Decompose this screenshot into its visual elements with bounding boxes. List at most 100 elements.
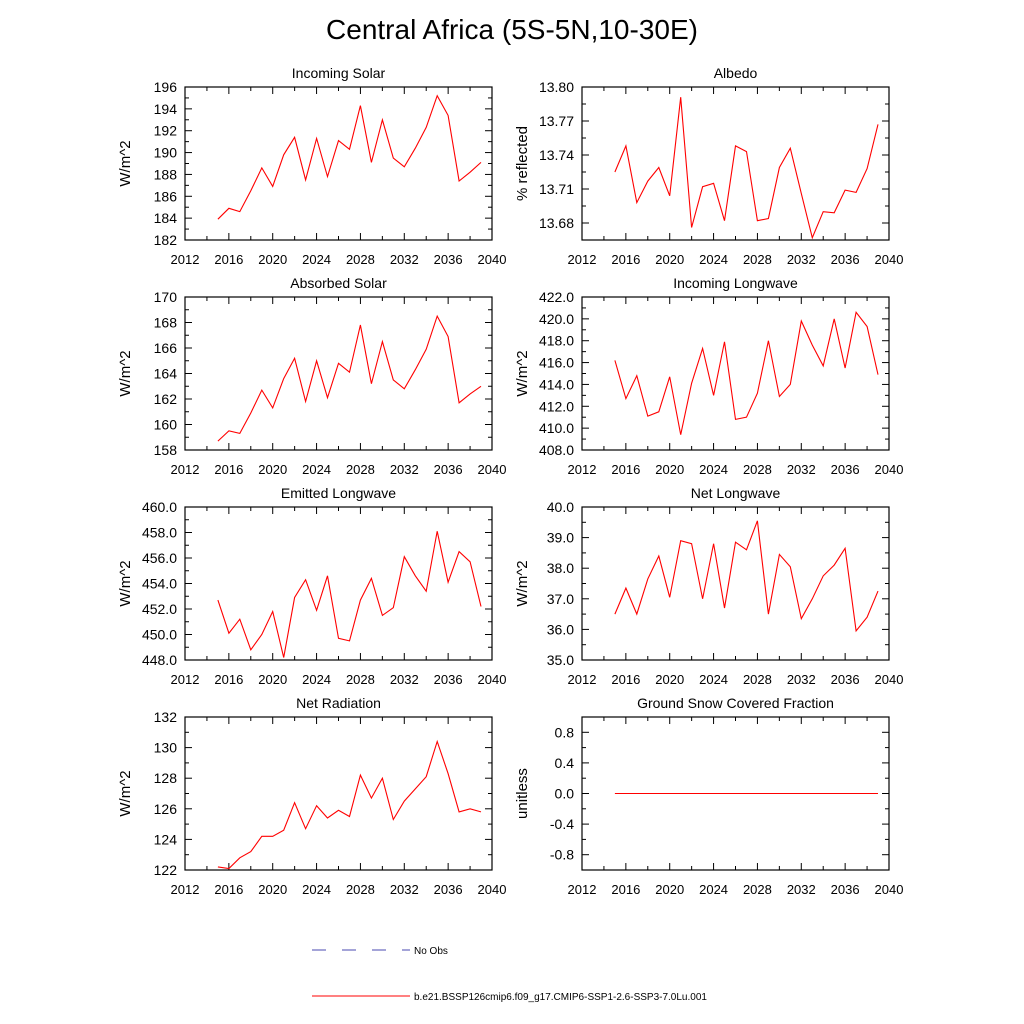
x-tick-label: 2032 <box>787 672 816 687</box>
x-tick-label: 2024 <box>302 462 331 477</box>
y-tick-label: 0.8 <box>555 724 575 740</box>
y-tick-label: 416.0 <box>539 355 574 371</box>
x-tick-label: 2036 <box>434 672 463 687</box>
series-line <box>217 314 482 442</box>
y-tick-label: -0.4 <box>550 816 574 832</box>
y-tick-label: 164 <box>154 366 178 382</box>
y-tick-label: 130 <box>154 740 178 756</box>
chart-panel-5: Emitted Longwave W/m^2 2012 2016 2020 2024 202… <box>117 485 506 687</box>
x-tick-label: 2020 <box>655 672 684 687</box>
x-tick-label: 2036 <box>434 882 463 897</box>
y-axis-label: W/m^2 <box>117 140 134 186</box>
y-tick-label: 37.0 <box>547 591 574 607</box>
y-tick-label: 39.0 <box>547 530 574 546</box>
plot-frame <box>581 296 890 451</box>
x-tick-label: 2016 <box>214 252 243 267</box>
x-tick-label: 2024 <box>699 462 728 477</box>
chart-panel-1: Incoming Solar W/m^2 2012 2016 2020 2024 2028 2… <box>117 65 506 267</box>
x-tick-label: 2028 <box>346 252 375 267</box>
x-tick-label: 2012 <box>171 252 200 267</box>
x-tick-label: 2020 <box>655 462 684 477</box>
x-tick-label: 2012 <box>568 672 597 687</box>
x-tick-label: 2012 <box>568 882 597 897</box>
y-tick-label: 454.0 <box>142 576 177 592</box>
y-tick-label: 422.0 <box>539 289 574 305</box>
panel-title: Ground Snow Covered Fraction <box>637 695 834 711</box>
x-tick-label: 2028 <box>743 882 772 897</box>
x-tick-label: 2020 <box>258 252 287 267</box>
x-tick-label: 2040 <box>478 882 507 897</box>
x-tick-label: 2012 <box>568 462 597 477</box>
y-tick-label: 0.4 <box>555 755 575 771</box>
y-tick-label: 196 <box>154 79 178 95</box>
y-tick-label: 13.80 <box>539 79 574 95</box>
y-tick-label: 166 <box>154 340 178 356</box>
x-tick-label: 2040 <box>875 252 904 267</box>
y-tick-label: 38.0 <box>547 560 574 576</box>
y-tick-label: 158 <box>154 442 178 458</box>
x-tick-label: 2012 <box>171 672 200 687</box>
plot-frame <box>581 86 890 241</box>
x-tick-label: 2024 <box>699 672 728 687</box>
y-tick-label: 186 <box>154 188 178 204</box>
x-tick-label: 2036 <box>831 252 860 267</box>
y-tick-label: 162 <box>154 391 178 407</box>
x-tick-label: 2016 <box>611 672 640 687</box>
x-tick-label: 2012 <box>568 252 597 267</box>
y-tick-label: 410.0 <box>539 420 574 436</box>
panel-title: Net Radiation <box>296 695 381 711</box>
y-tick-label: 192 <box>154 123 178 139</box>
y-tick-label: 160 <box>154 417 178 433</box>
chart-panel-2: Albedo % reflected 2012 2016 2020 2024 2028 203… <box>514 65 903 267</box>
plot-frame <box>184 296 493 451</box>
x-tick-label: 2024 <box>302 882 331 897</box>
y-axis-label: W/m^2 <box>117 350 134 396</box>
chart-panel-4: Incoming Longwave W/m^2 2012 2016 2020 2024 20… <box>514 275 903 477</box>
x-tick-label: 2036 <box>831 672 860 687</box>
x-tick-label: 2024 <box>302 252 331 267</box>
legend-obs-label: No Obs <box>414 946 448 957</box>
series-line <box>217 739 482 870</box>
x-tick-label: 2016 <box>611 882 640 897</box>
y-tick-label: 35.0 <box>547 652 574 668</box>
x-tick-label: 2012 <box>171 462 200 477</box>
y-tick-label: 126 <box>154 801 178 817</box>
x-tick-label: 2024 <box>699 882 728 897</box>
x-tick-label: 2012 <box>171 882 200 897</box>
series-line <box>614 97 879 240</box>
x-tick-label: 2040 <box>478 462 507 477</box>
y-tick-label: 408.0 <box>539 442 574 458</box>
panel-title: Net Longwave <box>691 485 781 501</box>
y-tick-label: 168 <box>154 315 178 331</box>
plot-frame <box>184 716 493 871</box>
x-tick-label: 2016 <box>214 882 243 897</box>
y-axis-label: % reflected <box>514 126 531 201</box>
x-tick-label: 2032 <box>390 462 419 477</box>
series-line <box>614 520 879 633</box>
x-tick-label: 2020 <box>258 882 287 897</box>
x-tick-label: 2020 <box>258 672 287 687</box>
y-tick-label: 460.0 <box>142 499 177 515</box>
y-axis-label: W/m^2 <box>117 770 134 816</box>
panel-title: Incoming Solar <box>292 65 386 81</box>
x-tick-label: 2024 <box>699 252 728 267</box>
y-tick-label: 458.0 <box>142 525 177 541</box>
y-tick-label: 184 <box>154 210 178 226</box>
y-tick-label: 188 <box>154 166 178 182</box>
panel-title: Emitted Longwave <box>281 485 396 501</box>
x-tick-label: 2020 <box>655 252 684 267</box>
x-tick-label: 2028 <box>346 672 375 687</box>
x-tick-label: 2032 <box>390 672 419 687</box>
y-tick-label: 36.0 <box>547 621 574 637</box>
y-tick-label: 13.68 <box>539 215 574 231</box>
series-line <box>217 94 482 220</box>
x-tick-label: 2016 <box>214 672 243 687</box>
x-tick-label: 2036 <box>434 462 463 477</box>
page-title: Central Africa (5S-5N,10-30E) <box>326 14 698 45</box>
y-tick-label: 132 <box>154 709 178 725</box>
y-axis-label: W/m^2 <box>117 560 134 606</box>
y-tick-label: 182 <box>154 232 178 248</box>
x-tick-label: 2040 <box>875 672 904 687</box>
y-tick-label: 124 <box>154 831 178 847</box>
